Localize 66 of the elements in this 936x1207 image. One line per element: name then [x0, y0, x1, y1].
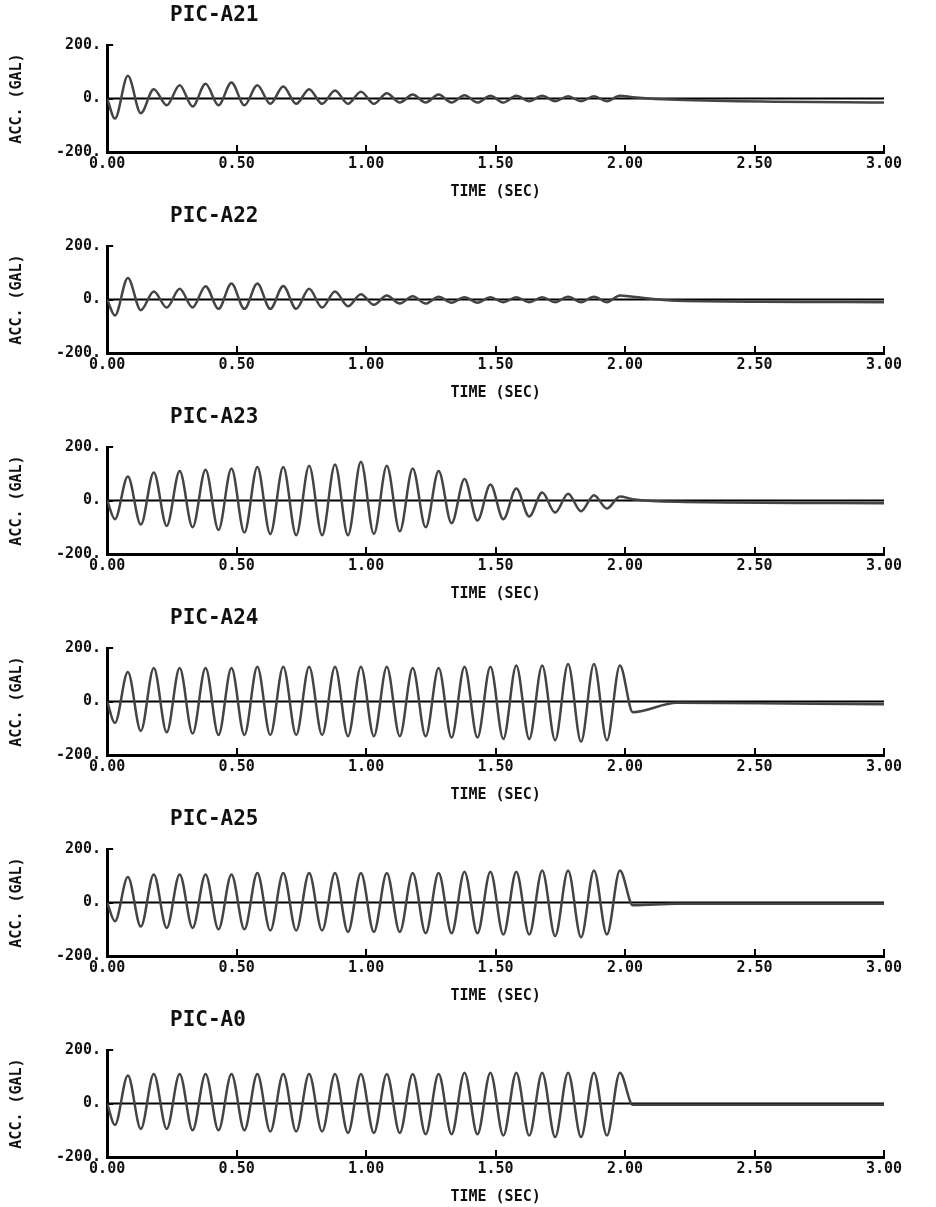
x-tick-label: 2.00 [606, 1158, 644, 1177]
chart-title: PIC-A22 [170, 203, 259, 227]
y-tick-label: 0. [83, 691, 102, 710]
x-tick-label: 1.00 [348, 153, 385, 172]
x-tick-label: 2.50 [736, 756, 773, 775]
chart-title: PIC-A25 [170, 806, 259, 830]
x-tick-label: 2.50 [736, 1158, 773, 1177]
x-tick-label: 2.00 [606, 354, 644, 373]
y-tick-label: 200. [65, 1039, 102, 1058]
x-tick-label: 3.00 [865, 957, 903, 976]
y-axis-title: ACC. (GAL) [6, 1058, 25, 1149]
x-tick-label: 2.50 [736, 153, 773, 172]
x-tick-label: 1.00 [348, 555, 385, 574]
x-tick-label: 0.50 [218, 354, 255, 373]
x-axis-title: TIME (SEC) [450, 1186, 541, 1205]
x-tick-label: 3.00 [865, 756, 903, 775]
y-axis-title: ACC. (GAL) [6, 656, 25, 747]
y-tick-label: 200. [65, 34, 102, 53]
x-axis-title: TIME (SEC) [450, 784, 541, 803]
x-tick-label: 1.00 [348, 957, 385, 976]
x-tick-label: 1.50 [477, 957, 514, 976]
x-tick-label: 1.50 [477, 555, 514, 574]
x-tick-label: 3.00 [865, 1158, 903, 1177]
x-tick-label: 3.00 [865, 354, 903, 373]
y-tick-label: 200. [65, 436, 102, 455]
y-tick-label: 0. [83, 289, 102, 308]
x-tick-label: 1.50 [477, 153, 514, 172]
x-axis-title: TIME (SEC) [450, 181, 541, 200]
chart-title: PIC-A0 [170, 1007, 246, 1031]
x-axis-title: TIME (SEC) [450, 583, 541, 602]
x-tick-label: 3.00 [865, 555, 903, 574]
x-axis-title: TIME (SEC) [450, 985, 541, 1004]
x-tick-label: 2.50 [736, 354, 773, 373]
y-axis-title: ACC. (GAL) [6, 455, 25, 546]
x-tick-label: 2.00 [606, 756, 644, 775]
chart-title: PIC-A21 [170, 2, 259, 26]
y-tick-label: 0. [83, 1093, 102, 1112]
y-tick-label: 200. [65, 637, 102, 656]
x-tick-label: 2.50 [736, 957, 773, 976]
x-tick-label: 1.50 [477, 354, 514, 373]
y-axis-title: ACC. (GAL) [6, 857, 25, 948]
x-tick-label: 0.50 [218, 1158, 255, 1177]
x-tick-label: 2.00 [606, 153, 644, 172]
x-tick-label: 1.00 [348, 1158, 385, 1177]
chart-title: PIC-A23 [170, 404, 259, 428]
y-tick-label: 0. [83, 88, 102, 107]
y-axis-title: ACC. (GAL) [6, 254, 25, 345]
x-tick-label: 1.50 [477, 756, 514, 775]
y-tick-label: 0. [83, 490, 102, 509]
x-tick-label: 0.50 [218, 555, 255, 574]
x-tick-label: 1.50 [477, 1158, 514, 1177]
x-tick-label: 1.00 [348, 756, 385, 775]
x-tick-label: 3.00 [865, 153, 903, 172]
y-tick-label: 0. [83, 892, 102, 911]
x-axis-title: TIME (SEC) [450, 382, 541, 401]
y-tick-label: 200. [65, 838, 102, 857]
x-tick-label: 2.00 [606, 957, 644, 976]
x-tick-label: 2.50 [736, 555, 773, 574]
y-axis-title: ACC. (GAL) [6, 53, 25, 144]
x-tick-label: 0.50 [218, 756, 255, 775]
x-tick-label: 0.50 [218, 153, 255, 172]
chart-title: PIC-A24 [170, 605, 259, 629]
x-tick-label: 1.00 [348, 354, 385, 373]
x-tick-label: 0.50 [218, 957, 255, 976]
x-tick-label: 2.00 [606, 555, 644, 574]
y-tick-label: 200. [65, 235, 102, 254]
